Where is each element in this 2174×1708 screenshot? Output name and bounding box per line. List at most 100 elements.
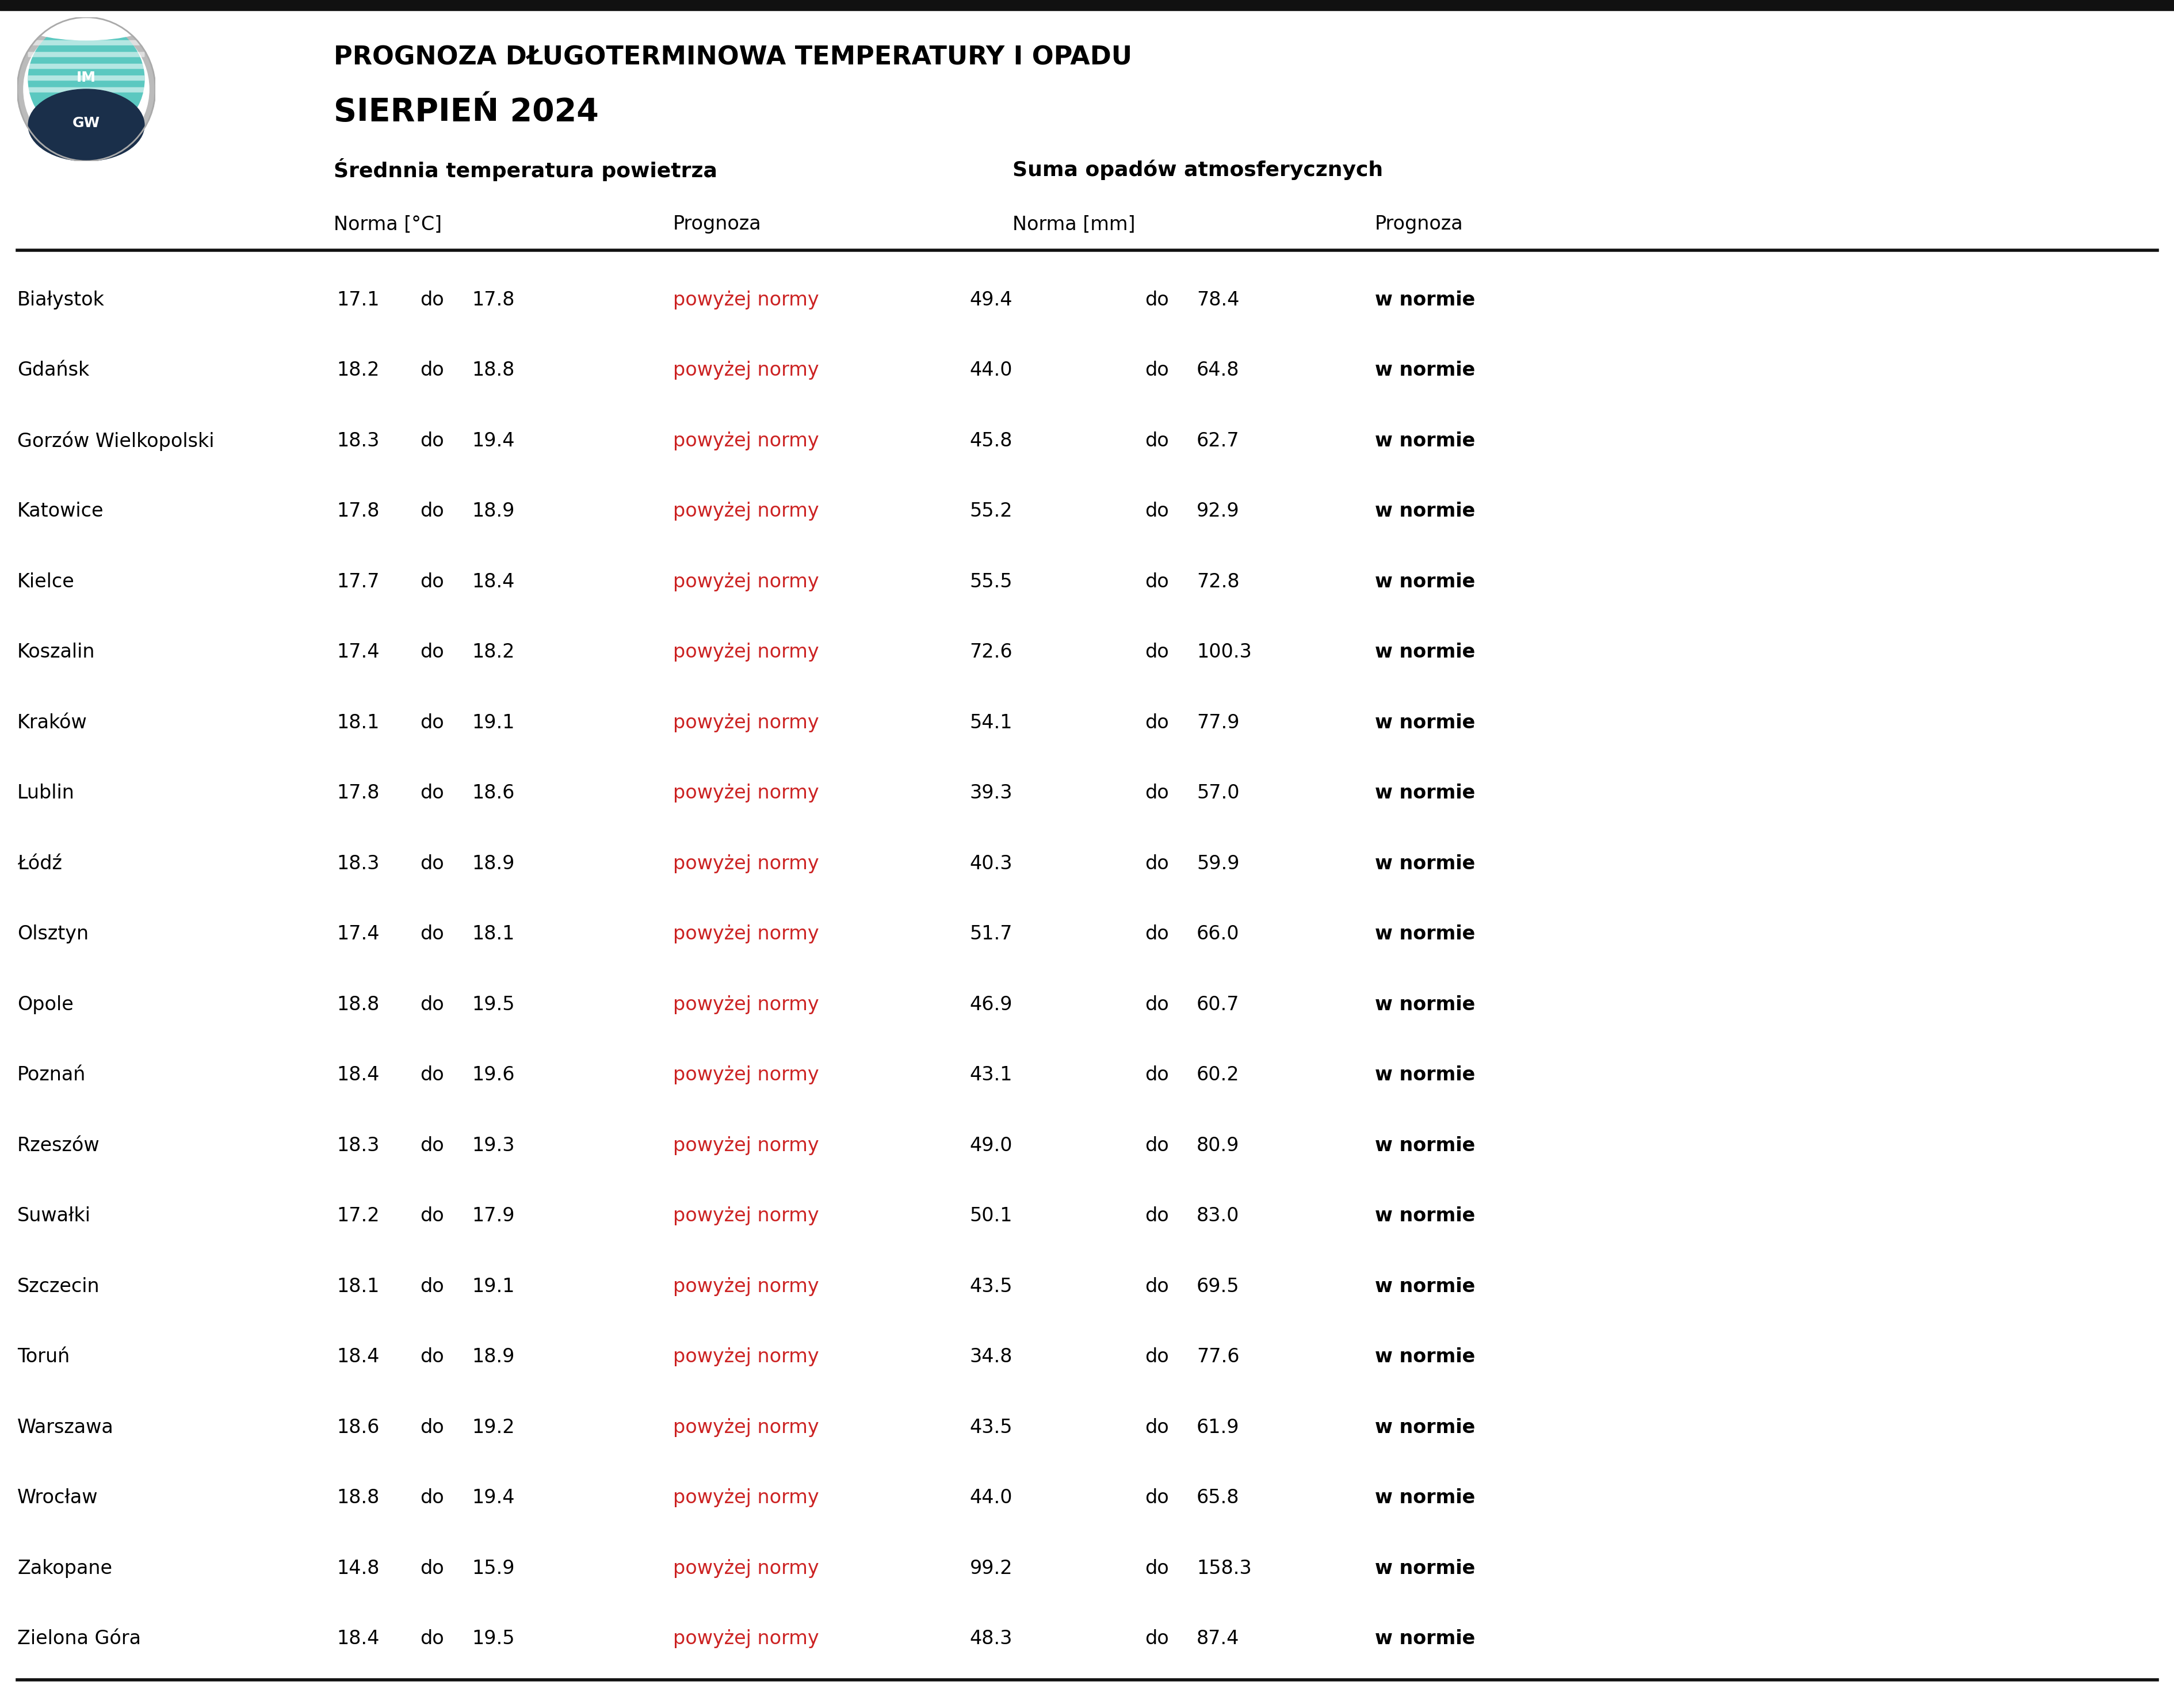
- Text: 17.1: 17.1: [337, 290, 380, 309]
- Text: 34.8: 34.8: [970, 1348, 1013, 1366]
- Text: 17.8: 17.8: [472, 290, 515, 309]
- Text: 69.5: 69.5: [1196, 1278, 1239, 1296]
- Text: do: do: [1144, 1278, 1170, 1296]
- Text: Poznań: Poznań: [17, 1066, 87, 1085]
- Text: 19.6: 19.6: [472, 1066, 515, 1085]
- FancyBboxPatch shape: [28, 75, 146, 80]
- Text: powyżej normy: powyżej normy: [674, 290, 820, 309]
- Text: do: do: [1144, 1488, 1170, 1508]
- Text: do: do: [420, 360, 443, 379]
- Text: w normie: w normie: [1374, 642, 1474, 661]
- Text: 18.1: 18.1: [337, 1278, 380, 1296]
- Text: 18.3: 18.3: [337, 1136, 380, 1155]
- Text: 49.4: 49.4: [970, 290, 1013, 309]
- Text: powyżej normy: powyżej normy: [674, 996, 820, 1015]
- Text: do: do: [1144, 1348, 1170, 1366]
- Text: 40.3: 40.3: [970, 854, 1013, 873]
- Text: PROGNOZA DŁUGOTERMINOWA TEMPERATURY I OPADU: PROGNOZA DŁUGOTERMINOWA TEMPERATURY I OP…: [333, 44, 1133, 70]
- Text: 72.6: 72.6: [970, 642, 1013, 661]
- Text: 18.9: 18.9: [472, 854, 515, 873]
- Text: Gorzów Wielkopolski: Gorzów Wielkopolski: [17, 430, 215, 451]
- Text: do: do: [1144, 924, 1170, 943]
- Ellipse shape: [24, 24, 150, 154]
- Text: w normie: w normie: [1374, 360, 1474, 379]
- Text: 19.2: 19.2: [472, 1418, 515, 1436]
- Text: Prognoza: Prognoza: [674, 215, 761, 234]
- Text: w normie: w normie: [1374, 1629, 1474, 1648]
- Text: 48.3: 48.3: [970, 1629, 1013, 1648]
- Text: 65.8: 65.8: [1196, 1488, 1239, 1508]
- Text: 18.4: 18.4: [337, 1348, 380, 1366]
- Text: 19.3: 19.3: [472, 1136, 515, 1155]
- Text: do: do: [420, 572, 443, 591]
- Text: 44.0: 44.0: [970, 1488, 1013, 1508]
- Text: do: do: [1144, 1559, 1170, 1578]
- FancyBboxPatch shape: [28, 41, 146, 46]
- Text: Łódź: Łódź: [17, 854, 63, 873]
- Text: 83.0: 83.0: [1196, 1206, 1239, 1225]
- Text: Średnnia temperatura powietrza: Średnnia temperatura powietrza: [333, 159, 717, 181]
- Text: Koszalin: Koszalin: [17, 642, 96, 661]
- Text: do: do: [420, 290, 443, 309]
- FancyBboxPatch shape: [28, 29, 146, 34]
- Text: w normie: w normie: [1374, 290, 1474, 309]
- Text: do: do: [420, 1559, 443, 1578]
- Text: 18.8: 18.8: [472, 360, 515, 379]
- Text: do: do: [1144, 996, 1170, 1015]
- Text: Suma opadów atmosferycznych: Suma opadów atmosferycznych: [1013, 159, 1383, 179]
- Text: do: do: [420, 854, 443, 873]
- Text: do: do: [420, 996, 443, 1015]
- Text: 19.4: 19.4: [472, 432, 515, 451]
- Text: powyżej normy: powyżej normy: [674, 1278, 820, 1296]
- Text: 18.8: 18.8: [337, 1488, 380, 1508]
- Text: w normie: w normie: [1374, 1066, 1474, 1085]
- Text: powyżej normy: powyżej normy: [674, 1206, 820, 1225]
- Text: 18.2: 18.2: [337, 360, 380, 379]
- Text: 18.9: 18.9: [472, 502, 515, 521]
- Text: 17.4: 17.4: [337, 642, 380, 661]
- Text: 19.4: 19.4: [472, 1488, 515, 1508]
- Text: w normie: w normie: [1374, 502, 1474, 521]
- Ellipse shape: [17, 2, 154, 41]
- Text: 62.7: 62.7: [1196, 432, 1239, 451]
- Text: 17.2: 17.2: [337, 1206, 380, 1225]
- Text: do: do: [1144, 432, 1170, 451]
- Text: 99.2: 99.2: [970, 1559, 1013, 1578]
- Text: powyżej normy: powyżej normy: [674, 432, 820, 451]
- Text: 77.6: 77.6: [1196, 1348, 1239, 1366]
- Text: do: do: [1144, 1629, 1170, 1648]
- Text: 18.9: 18.9: [472, 1348, 515, 1366]
- Text: w normie: w normie: [1374, 1136, 1474, 1155]
- Text: w normie: w normie: [1374, 784, 1474, 803]
- Text: do: do: [1144, 854, 1170, 873]
- Text: 18.8: 18.8: [337, 996, 380, 1015]
- FancyBboxPatch shape: [28, 51, 146, 56]
- Text: do: do: [1144, 1136, 1170, 1155]
- Text: w normie: w normie: [1374, 996, 1474, 1015]
- Text: 60.7: 60.7: [1196, 996, 1239, 1015]
- Text: Lublin: Lublin: [17, 784, 74, 803]
- Text: powyżej normy: powyżej normy: [674, 502, 820, 521]
- Ellipse shape: [17, 17, 154, 161]
- Text: do: do: [1144, 572, 1170, 591]
- Text: w normie: w normie: [1374, 1559, 1474, 1578]
- Text: 39.3: 39.3: [970, 784, 1013, 803]
- Text: powyżej normy: powyżej normy: [674, 784, 820, 803]
- Text: w normie: w normie: [1374, 572, 1474, 591]
- Text: 51.7: 51.7: [970, 924, 1013, 943]
- Text: SIERPIEŃ 2024: SIERPIEŃ 2024: [333, 97, 598, 128]
- Text: 87.4: 87.4: [1196, 1629, 1239, 1648]
- Text: w normie: w normie: [1374, 854, 1474, 873]
- Text: w normie: w normie: [1374, 714, 1474, 733]
- Text: 18.6: 18.6: [337, 1418, 380, 1436]
- Text: do: do: [420, 784, 443, 803]
- Text: powyżej normy: powyżej normy: [674, 1629, 820, 1648]
- Text: do: do: [420, 1488, 443, 1508]
- Text: Toruń: Toruń: [17, 1348, 70, 1366]
- Text: 46.9: 46.9: [970, 996, 1013, 1015]
- Text: powyżej normy: powyżej normy: [674, 1136, 820, 1155]
- Text: GW: GW: [72, 116, 100, 130]
- Text: 14.8: 14.8: [337, 1559, 380, 1578]
- Text: Wrocław: Wrocław: [17, 1488, 98, 1508]
- Text: powyżej normy: powyżej normy: [674, 1066, 820, 1085]
